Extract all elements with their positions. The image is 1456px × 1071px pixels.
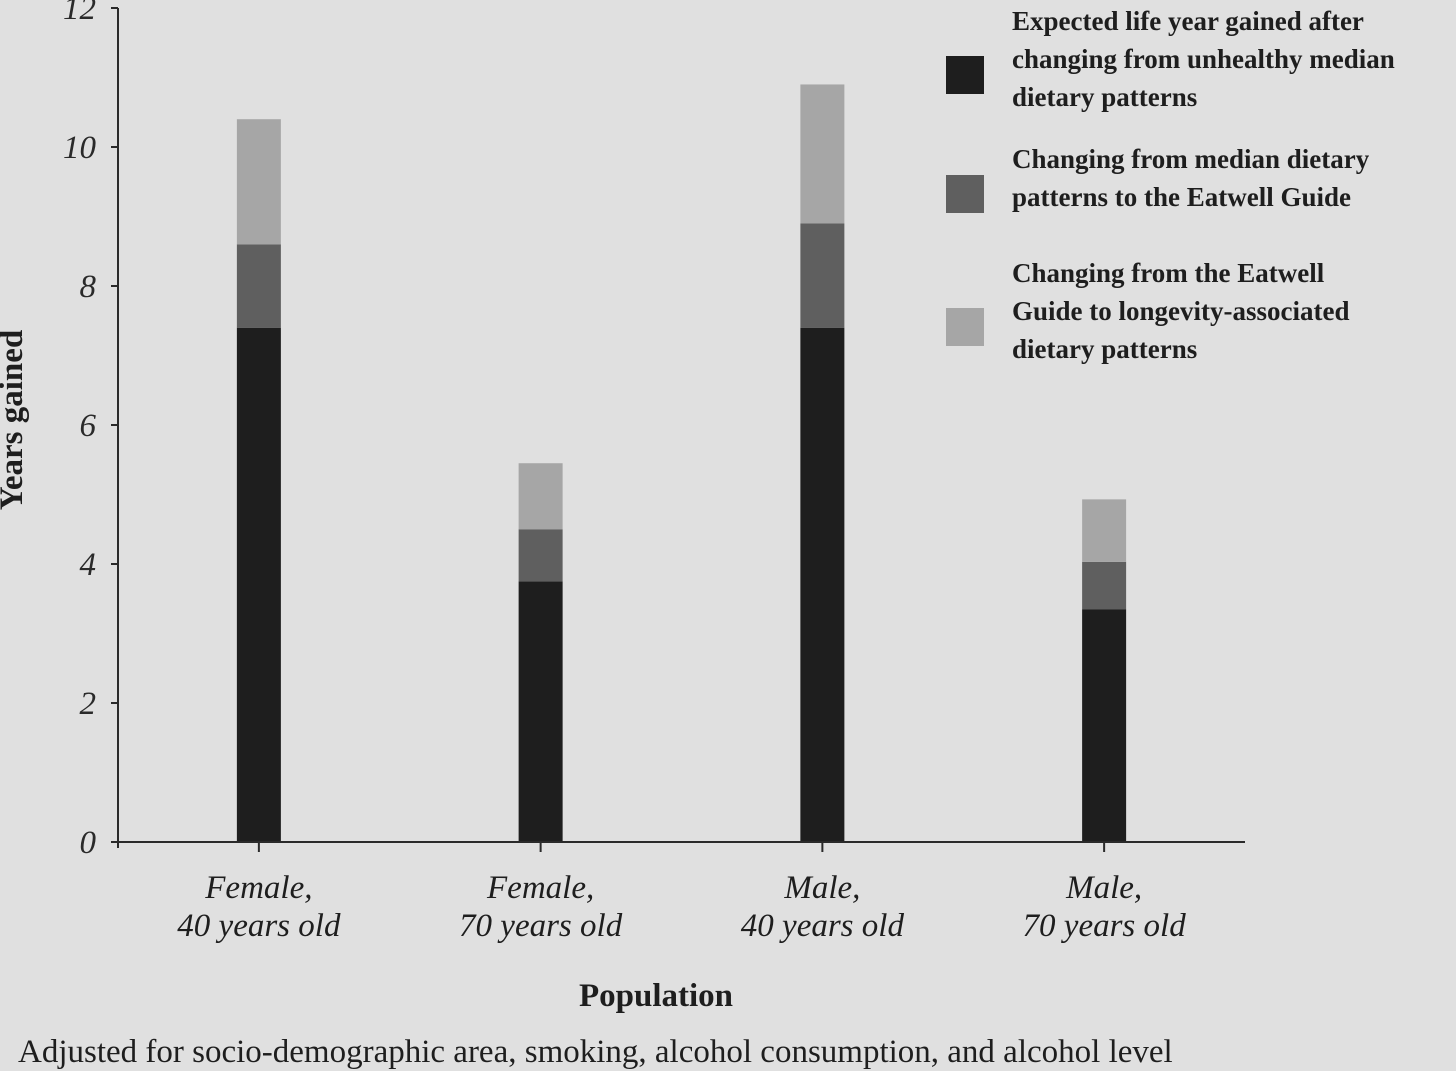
- bar-segment-3-cat-4: [1082, 499, 1127, 562]
- legend-label-1: Expected life year gained after changing …: [1012, 6, 1395, 112]
- bar-segment-2-cat-1: [236, 244, 281, 328]
- x-tick-label: Male, 40 years old: [741, 870, 905, 944]
- x-tick-label: Male, 70 years old: [1023, 870, 1187, 944]
- bar-segment-1-cat-2: [518, 581, 563, 842]
- bar-segment-2-cat-3: [800, 223, 845, 328]
- x-tick-label: Female, 40 years old: [177, 870, 341, 944]
- y-tick-label: 8: [80, 269, 97, 305]
- legend-label-3: Changing from the Eatwell Guide to longev…: [1012, 258, 1350, 364]
- chart-footnote: Adjusted for socio-demographic area, smo…: [18, 1034, 1173, 1070]
- stacked-bar-chart: 0 2 4 6 8 10 12 Female, 40 years old Female, 70 ye…: [0, 0, 1395, 1014]
- plot-area: [236, 84, 1127, 842]
- y-tick-label: 6: [80, 408, 97, 444]
- bar-segment-2-cat-2: [518, 529, 563, 582]
- bar-segment-3-cat-2: [518, 463, 563, 530]
- bar-segment-3-cat-3: [800, 84, 845, 224]
- y-tick-label: 4: [80, 547, 97, 583]
- y-tick-label: 10: [63, 130, 97, 166]
- bar-segment-1-cat-1: [236, 327, 281, 842]
- y-tick-label: 0: [80, 825, 97, 861]
- bar-segment-3-cat-1: [236, 119, 281, 245]
- bar-segment-1-cat-4: [1082, 609, 1127, 842]
- axes: 0 2 4 6 8 10 12 Female, 40 years old Female, 70 ye…: [63, 0, 1245, 944]
- legend: Expected life year gained after changing …: [946, 6, 1395, 364]
- y-tick-label: 2: [80, 686, 97, 722]
- x-axis-title: Population: [579, 978, 733, 1014]
- legend-label-2: Changing from median dietary patterns to …: [1012, 144, 1370, 212]
- y-axis-title: Years gained: [0, 330, 30, 511]
- legend-swatch-1: [946, 56, 984, 94]
- y-tick-label: 12: [63, 0, 96, 27]
- legend-swatch-2: [946, 175, 984, 213]
- bar-segment-1-cat-3: [800, 327, 845, 842]
- x-tick-label: Female, 70 years old: [459, 870, 623, 944]
- legend-swatch-3: [946, 308, 984, 346]
- bar-segment-2-cat-4: [1082, 561, 1127, 610]
